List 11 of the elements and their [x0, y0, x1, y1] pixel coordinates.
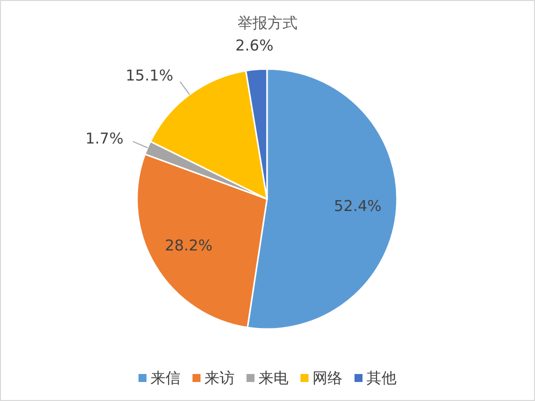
data-label: 1.7%: [85, 129, 124, 148]
legend-label: 来电: [258, 369, 288, 387]
data-label: 2.6%: [235, 36, 274, 55]
legend-label: 其他: [366, 369, 396, 387]
legend-label: 网络: [312, 369, 342, 387]
legend-label: 来信: [150, 369, 180, 387]
chart-title: 举报方式: [238, 14, 298, 32]
legend-label: 来访: [204, 369, 234, 387]
data-label: 15.1%: [126, 66, 174, 84]
data-label: 52.4%: [334, 196, 382, 215]
data-label: 28.2%: [164, 236, 212, 254]
